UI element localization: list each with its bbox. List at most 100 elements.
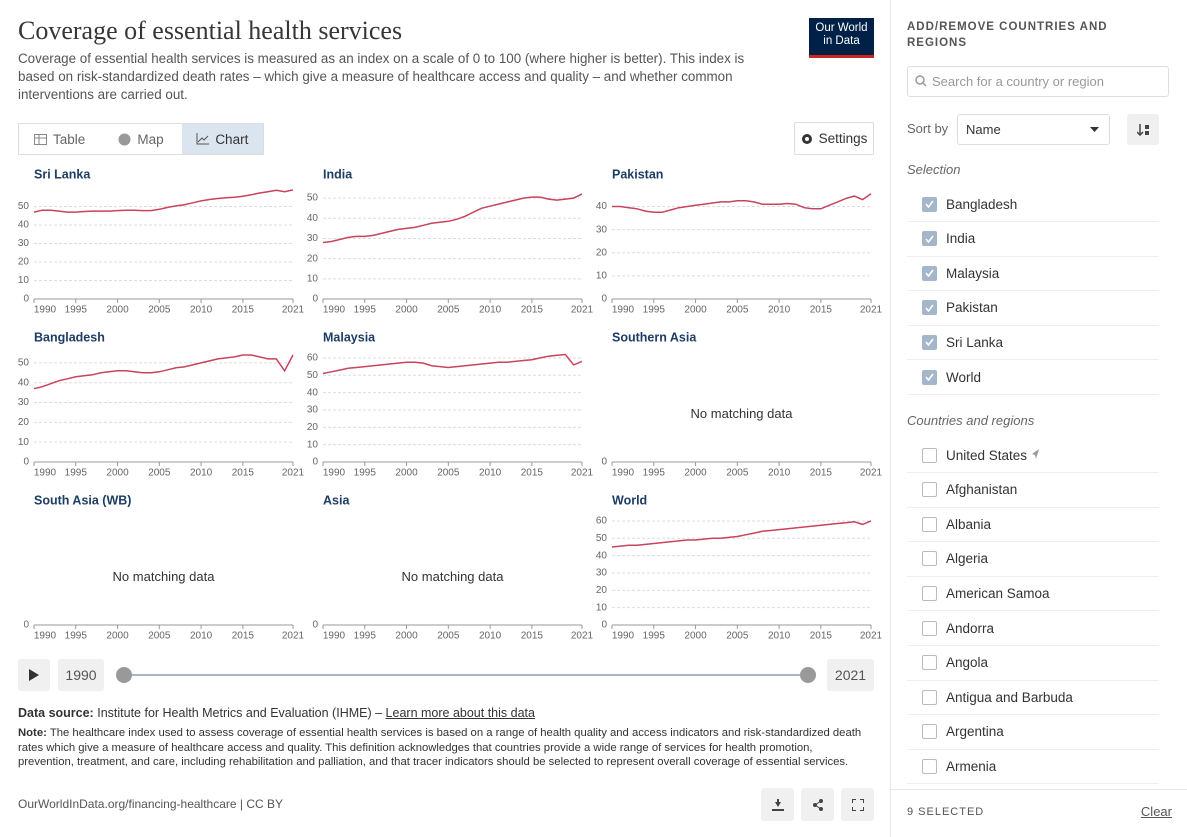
panel-title: Malaysia	[323, 330, 376, 344]
tab[interactable]: Map	[100, 124, 181, 154]
list-label: Pakistan	[946, 300, 998, 316]
search-box[interactable]: Search for a country or region	[907, 66, 1169, 97]
tab[interactable]: Chart	[181, 124, 263, 154]
sort-select[interactable]: Name	[957, 114, 1110, 145]
list-label: American Samoa	[946, 585, 1050, 601]
checkbox[interactable]	[922, 585, 937, 601]
y-tick-label: 50	[18, 358, 30, 369]
selected-count: 9 SELECTED	[907, 806, 985, 818]
list-label: Albania	[946, 516, 992, 532]
y-tick-label: 0	[23, 457, 29, 468]
check	[925, 200, 934, 208]
checkbox[interactable]	[922, 516, 937, 532]
timeline-handle[interactable]	[116, 667, 132, 683]
list-row[interactable]: Malaysia	[907, 256, 1159, 292]
x-tick-label: 2000	[395, 305, 418, 316]
share-button[interactable]	[801, 788, 834, 821]
icon	[812, 798, 823, 811]
list-row[interactable]: Antigua and Barbuda	[907, 680, 1159, 716]
y-tick-label: 10	[596, 602, 608, 613]
x-tick-label: 2015	[521, 631, 544, 642]
checkbox[interactable]	[922, 620, 937, 636]
x-tick-label: 1995	[643, 305, 666, 316]
source-link[interactable]: Learn more about this data	[385, 706, 535, 720]
x-tick-label: 2010	[479, 468, 502, 479]
check	[925, 235, 934, 243]
list-label: United States	[946, 447, 1028, 463]
checkbox[interactable]	[922, 265, 937, 281]
list-row[interactable]: United States	[907, 438, 1159, 473]
x-tick-label: 2010	[190, 631, 213, 642]
checkbox[interactable]	[922, 369, 937, 385]
x-tick-label: 1995	[65, 468, 88, 479]
checkbox[interactable]	[922, 482, 937, 498]
x-tick-label: 2021	[860, 305, 883, 316]
checkbox[interactable]	[922, 300, 937, 316]
panel-title: Pakistan	[612, 167, 663, 181]
list-row[interactable]: Sri Lanka	[907, 325, 1159, 361]
checkbox[interactable]	[922, 334, 937, 350]
x-tick-label: 2015	[810, 631, 833, 642]
y-tick-label: 20	[18, 257, 30, 268]
y-tick-label: 30	[18, 238, 30, 249]
y-tick-label: 50	[18, 201, 30, 212]
timeline-start[interactable]: 1990	[58, 659, 104, 691]
logo[interactable]: Our World in Data	[809, 18, 874, 58]
x-tick-label: 2015	[232, 468, 255, 479]
checkbox[interactable]	[922, 724, 937, 740]
list-row[interactable]: American Samoa	[907, 576, 1159, 612]
data-line	[33, 189, 294, 213]
sort-order-button[interactable]	[1127, 114, 1159, 145]
sidebar-title: ADD/REMOVE COUNTRIES AND REGIONS	[907, 21, 1108, 49]
list-row[interactable]: Albania	[907, 507, 1159, 543]
play-button[interactable]	[18, 659, 50, 691]
checkbox[interactable]	[922, 551, 937, 567]
x-tick-label: 2005	[437, 305, 460, 316]
note: Note: The healthcare index used to asses…	[18, 726, 868, 770]
list-row[interactable]: India	[907, 222, 1159, 257]
list-label: Algeria	[946, 551, 989, 567]
list-row[interactable]: Andorra	[907, 611, 1159, 646]
check	[925, 338, 934, 347]
fullscreen-button[interactable]	[841, 788, 874, 821]
y-tick-label: 60	[596, 516, 608, 527]
checkbox[interactable]	[922, 231, 937, 247]
y-tick-label: 30	[307, 405, 319, 416]
download-button[interactable]	[761, 788, 794, 821]
y-tick-label: 40	[596, 201, 608, 212]
x-tick-label: 2010	[190, 305, 213, 316]
x-tick-label: 2021	[282, 631, 305, 642]
panel-title: Southern Asia	[612, 330, 697, 344]
list-row[interactable]: Angola	[907, 646, 1159, 681]
tab[interactable]: Table	[19, 124, 100, 154]
checkbox[interactable]	[922, 655, 937, 671]
x-tick-label: 2000	[684, 468, 707, 479]
checkbox[interactable]	[922, 447, 937, 463]
timeline-handle[interactable]	[800, 667, 816, 683]
x-tick-label: 2000	[106, 468, 129, 479]
url[interactable]: OurWorldInData.org/financing-healthcare …	[18, 797, 284, 811]
settings-button[interactable]: Settings	[794, 122, 874, 155]
timeline-end[interactable]: 2021	[827, 659, 874, 691]
y-tick-label: 50	[307, 193, 319, 204]
list-row[interactable]: Bangladesh	[907, 187, 1159, 222]
x-tick-label: 2021	[571, 468, 594, 479]
checkbox[interactable]	[922, 689, 937, 705]
check	[925, 373, 934, 381]
list-row[interactable]: Afghanistan	[907, 473, 1159, 508]
icon	[1137, 123, 1149, 136]
x-tick-label: 1990	[34, 631, 57, 642]
x-tick-label: 2000	[684, 305, 707, 316]
list-row[interactable]: Armenia	[907, 749, 1159, 785]
checkbox[interactable]	[922, 196, 937, 212]
list-label: India	[946, 231, 976, 247]
clear-button[interactable]: Clear	[1140, 804, 1172, 819]
list-row[interactable]: Argentina	[907, 715, 1159, 750]
list-row[interactable]: Algeria	[907, 542, 1159, 577]
list-row[interactable]: World	[907, 360, 1159, 395]
checkbox[interactable]	[922, 758, 937, 774]
panel-title: Bangladesh	[34, 330, 105, 344]
list-row[interactable]: Pakistan	[907, 291, 1159, 326]
y-tick-label: 0	[601, 294, 607, 305]
